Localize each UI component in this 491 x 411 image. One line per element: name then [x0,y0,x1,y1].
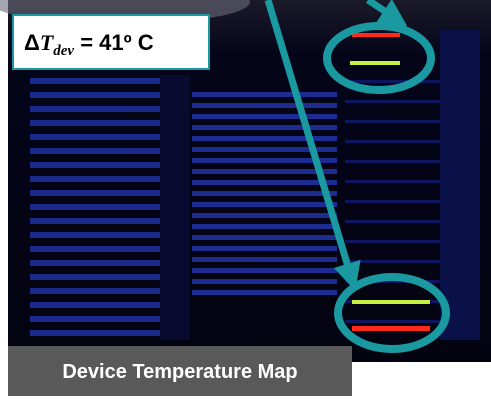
stripe [440,30,480,340]
stripe [30,288,160,294]
stripe [30,316,160,322]
stripe [30,204,160,210]
stripe [345,120,455,123]
stripe [192,202,337,207]
stripe [30,134,160,140]
value-text: = 41º C [74,30,154,55]
stripe [30,218,160,224]
stripe [30,232,160,238]
stripe [345,160,455,163]
stripe [192,125,337,130]
stripe [192,257,337,262]
stripe [192,268,337,273]
stripe [192,169,337,174]
stripe [345,240,455,243]
stripe [345,180,455,183]
stripe [345,80,455,83]
stripe [345,200,455,203]
stripe [30,190,160,196]
stripe [30,106,160,112]
thermal-scene: ΔTdev = 41º C Device Temperature Map [0,0,491,411]
stripe [192,180,337,185]
stripe [345,100,455,103]
stripe [345,140,455,143]
stripe [30,330,160,336]
stripe [30,92,160,98]
stripe [192,103,337,108]
stripe [192,246,337,251]
stripe [192,213,337,218]
stripe [192,92,337,97]
stripe [192,279,337,284]
stripe [30,148,160,154]
stripe [192,224,337,229]
hot-spot [350,61,400,65]
annotation: ΔTdev = 41º C [24,30,154,59]
stripe [30,120,160,126]
stripe [30,302,160,308]
stripe [345,220,455,223]
stripe [192,136,337,141]
stripe [30,78,160,84]
stripe [192,235,337,240]
stripe [345,260,455,263]
delta: Δ [24,30,40,55]
hot-spot [352,326,430,331]
stripe [160,75,190,340]
subscript: dev [53,43,74,59]
stripe [30,246,160,252]
hot-spot [352,300,430,304]
stripe [192,114,337,119]
stripe [30,162,160,168]
stripe [345,320,455,323]
stripe [30,176,160,182]
stripe [30,274,160,280]
stripe [192,290,337,295]
caption: Device Temperature Map [62,361,297,383]
stripe [30,260,160,266]
hot-spot [352,33,400,37]
stripe [192,191,337,196]
